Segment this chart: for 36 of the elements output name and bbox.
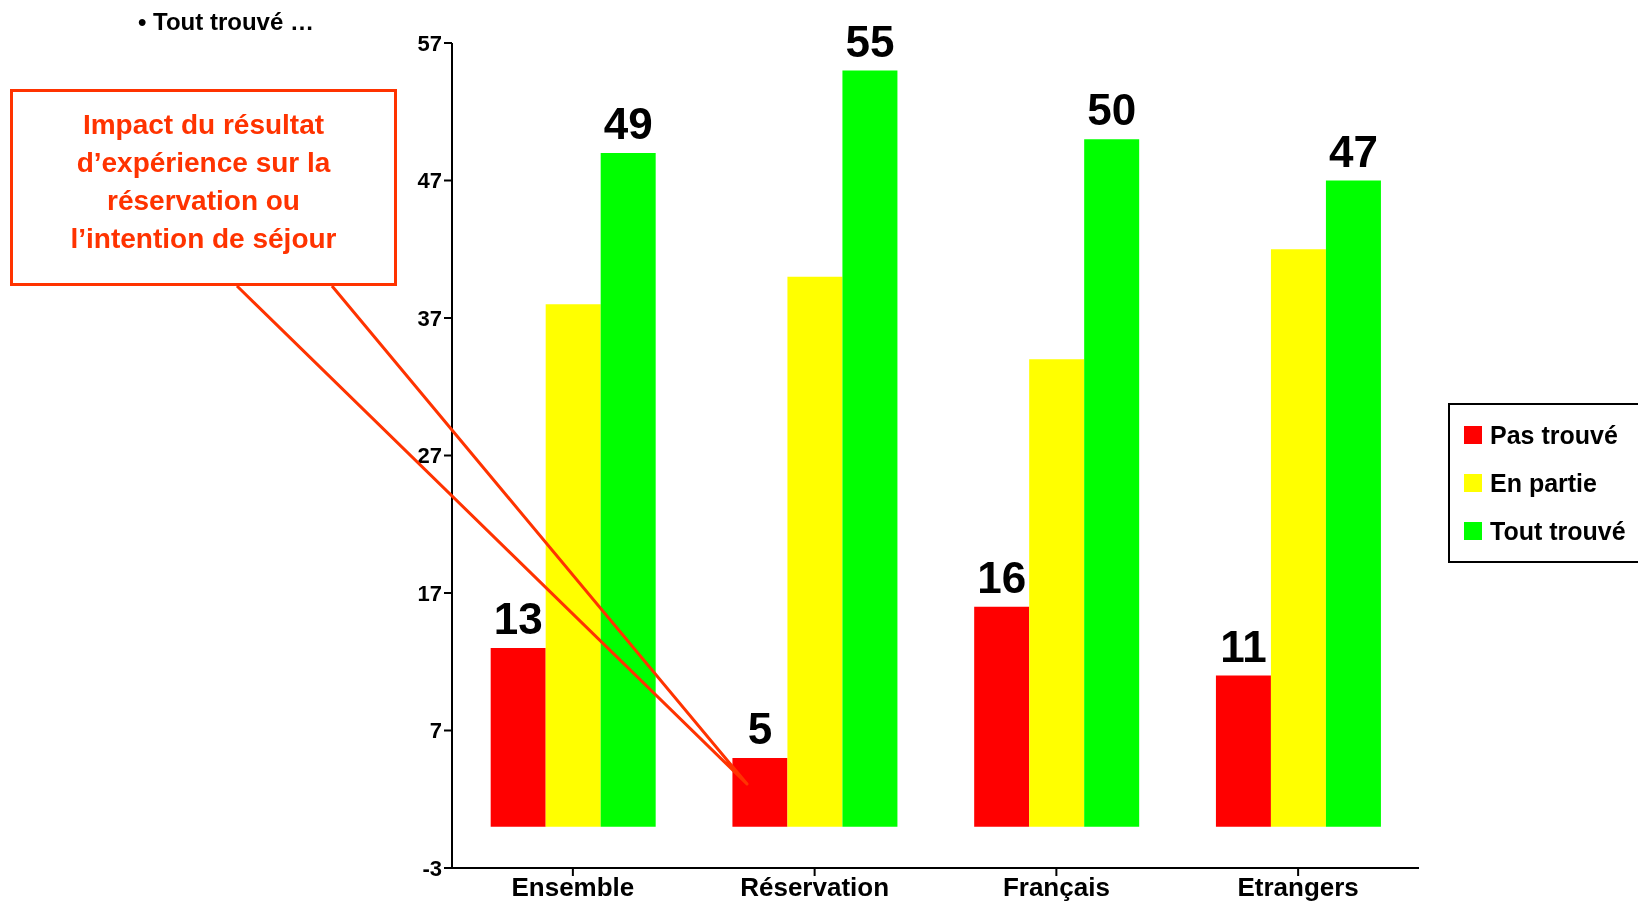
y-tick-label: 57 bbox=[417, 30, 442, 56]
y-tick-label: 7 bbox=[429, 718, 442, 744]
data-label: 47 bbox=[1328, 126, 1378, 176]
x-tick-label: Réservation bbox=[740, 872, 890, 903]
bar bbox=[600, 153, 656, 827]
data-label: 5 bbox=[747, 704, 773, 753]
bar bbox=[787, 276, 843, 827]
data-label: 16 bbox=[977, 552, 1027, 602]
bar bbox=[1029, 359, 1085, 827]
y-tick-label: -3 bbox=[422, 855, 442, 881]
bar bbox=[732, 758, 788, 827]
data-label: 50 bbox=[1087, 85, 1137, 135]
y-tick-label: 37 bbox=[417, 305, 442, 331]
bar bbox=[545, 304, 601, 827]
bar bbox=[490, 648, 546, 827]
legend-label: Tout trouvé bbox=[1490, 516, 1626, 546]
bar bbox=[974, 606, 1030, 827]
legend-label: Pas trouvé bbox=[1490, 420, 1618, 450]
text: Impact du résultat d’expérience sur la réservation ou l’intention de séjour bbox=[10, 89, 397, 286]
x-tick-label: Ensemble bbox=[511, 872, 635, 903]
legend-label: En partie bbox=[1490, 468, 1597, 498]
bar bbox=[1325, 180, 1381, 827]
bar bbox=[1215, 675, 1271, 827]
text: • Tout trouvé … bbox=[138, 8, 314, 36]
y-tick-label: 47 bbox=[417, 168, 442, 194]
data-label: 55 bbox=[845, 16, 895, 66]
bar bbox=[1084, 139, 1140, 827]
bar bbox=[1270, 249, 1326, 827]
x-tick-label: Français bbox=[1002, 872, 1110, 903]
data-label: 49 bbox=[603, 99, 653, 148]
data-label: 11 bbox=[1220, 621, 1267, 671]
y-tick-label: 27 bbox=[417, 443, 442, 469]
data-label: 13 bbox=[493, 594, 543, 643]
y-tick-label: 17 bbox=[417, 580, 442, 606]
bar bbox=[842, 70, 898, 827]
x-tick-label: Etrangers bbox=[1237, 872, 1359, 903]
